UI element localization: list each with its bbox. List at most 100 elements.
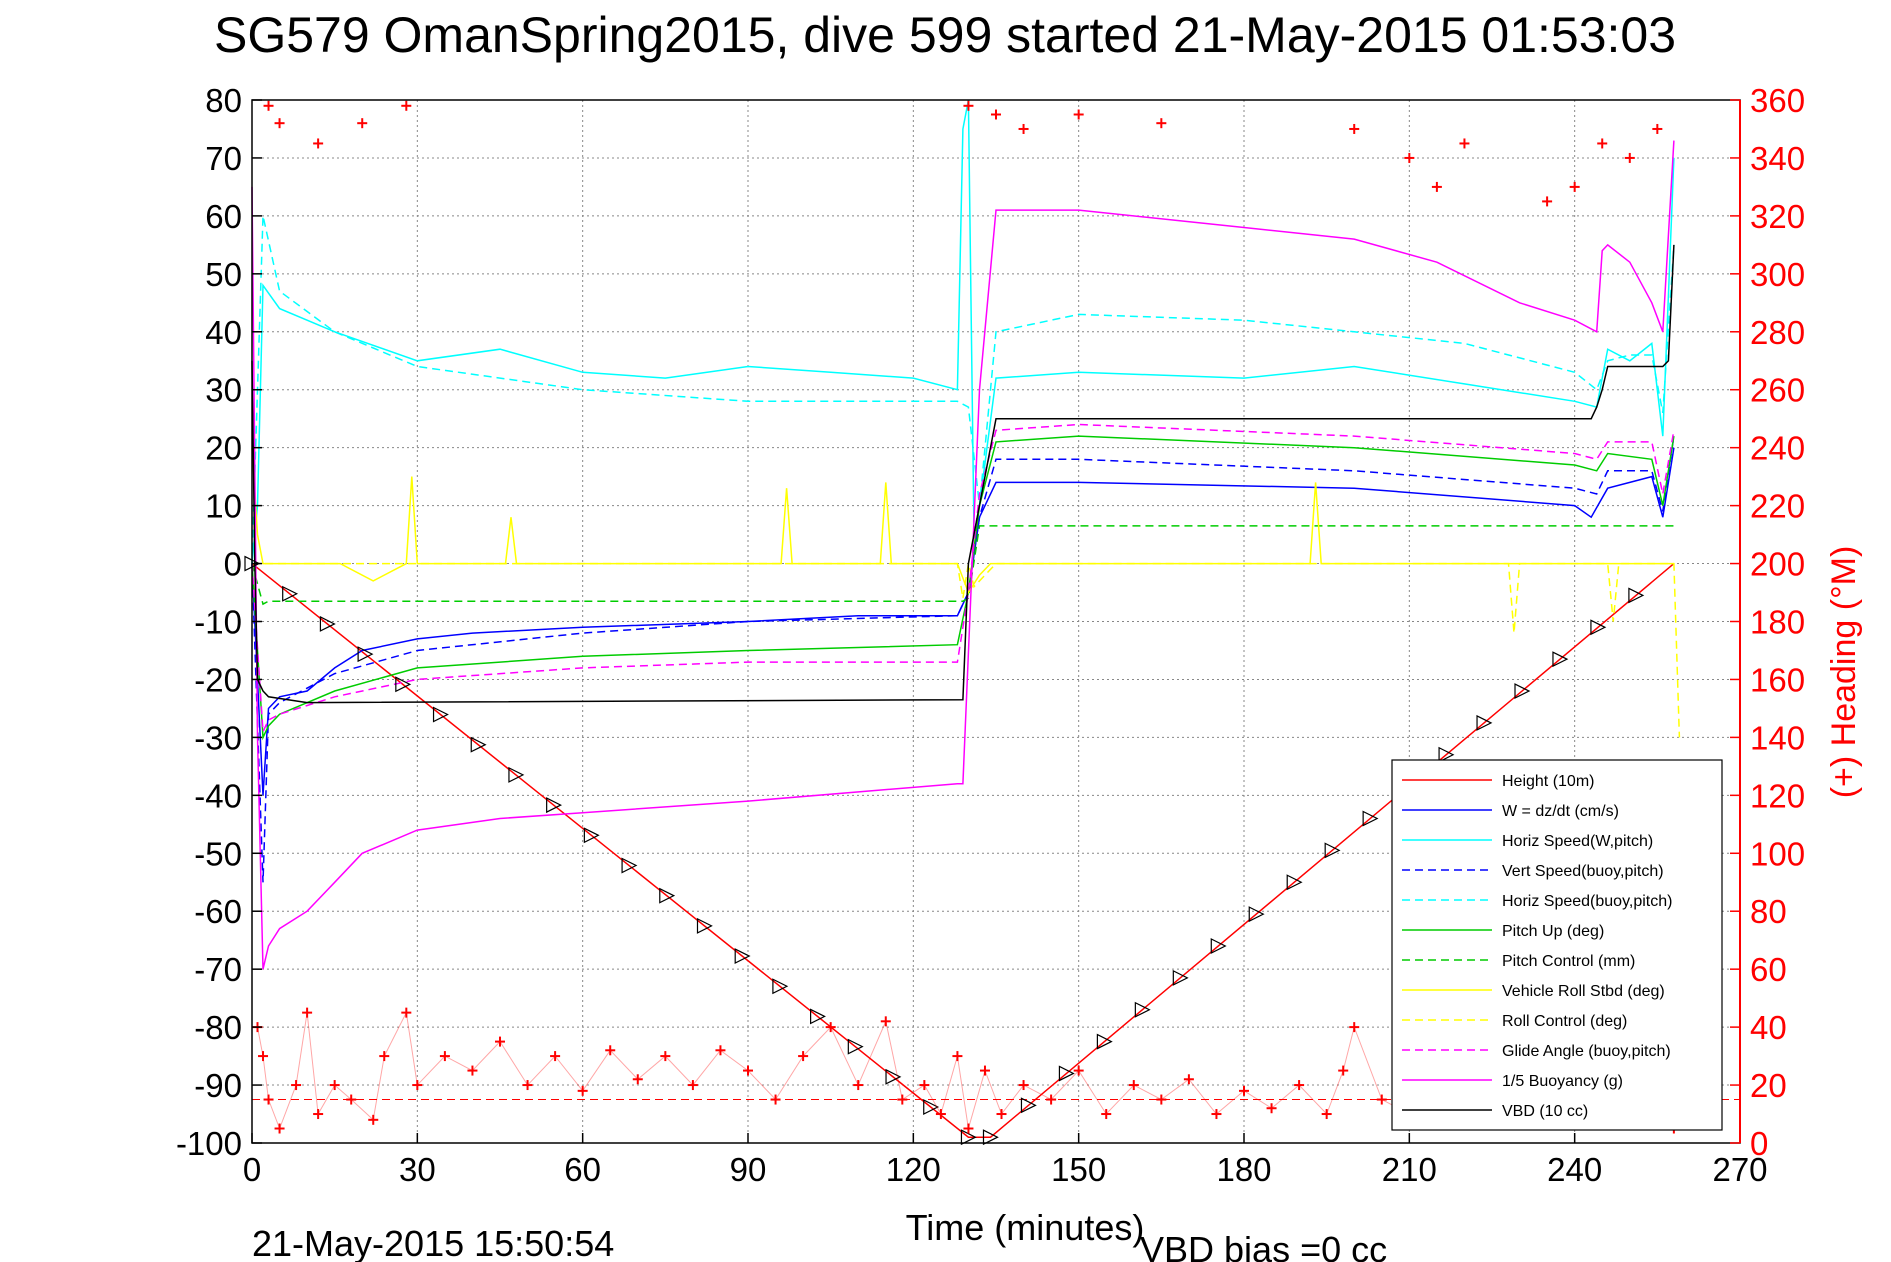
depth-marker [847, 1038, 864, 1055]
heading-marker [550, 1051, 561, 1062]
series-line-6 [251, 525, 1674, 606]
footer-vbd-bias: VBD bias =0 cc [1140, 1229, 1387, 1262]
heading-marker [1239, 1085, 1249, 1096]
depth-marker [1210, 938, 1227, 954]
heading-marker [1046, 1094, 1057, 1105]
y2-tick-label: 20 [1750, 1067, 1787, 1104]
y-tick-label: -10 [194, 604, 242, 641]
heading-marker [1542, 196, 1553, 207]
y2-tick-label: 180 [1750, 604, 1805, 641]
series-line-10 [251, 140, 1675, 970]
heading-marker [660, 1051, 671, 1062]
heading-marker [1156, 118, 1167, 129]
legend-label: VBD (10 cc) [1502, 1103, 1588, 1120]
legend-label: Pitch Up (deg) [1502, 923, 1604, 940]
heading-marker [935, 1109, 946, 1120]
heading-marker [1101, 1109, 1112, 1120]
heading-marker [577, 1085, 588, 1096]
y-tick-label: -100 [176, 1125, 242, 1162]
y2-tick-label: 340 [1750, 140, 1805, 177]
heading-marker [605, 1045, 616, 1056]
heading-marker [379, 1051, 390, 1062]
heading-marker [770, 1094, 781, 1105]
y-tick-label: 10 [205, 488, 242, 525]
y2-tick-label: 80 [1750, 893, 1787, 930]
heading-marker [979, 1065, 990, 1076]
series-line-1 [251, 447, 1675, 796]
depth-marker [621, 857, 638, 874]
heading-marker [1128, 1080, 1139, 1091]
series-line-3 [251, 435, 1675, 883]
heading-marker [302, 1007, 313, 1018]
depth-marker [1248, 906, 1265, 923]
y2-tick-label: 200 [1750, 546, 1805, 583]
legend-label: Horiz Speed(buoy,pitch) [1502, 893, 1672, 910]
heading-marker [439, 1051, 450, 1062]
legend-label: Glide Angle (buoy,pitch) [1502, 1043, 1671, 1060]
x-tick-label: 120 [886, 1151, 941, 1188]
heading-marker [401, 100, 412, 111]
y-tick-label: 70 [205, 140, 242, 177]
x-tick-label: 270 [1712, 1151, 1767, 1188]
heading-marker [715, 1045, 726, 1056]
series-line-8 [252, 562, 1681, 738]
depth-marker [1020, 1097, 1037, 1114]
heading-marker [467, 1065, 478, 1076]
heading-marker [991, 109, 1001, 120]
depth-marker [1096, 1033, 1113, 1050]
heading-marker [1349, 1022, 1360, 1033]
chart-title: SG579 OmanSpring2015, dive 599 started 2… [214, 7, 1676, 63]
y-tick-label: -30 [194, 719, 242, 756]
heading-marker [274, 118, 285, 129]
y2-tick-label: 320 [1750, 198, 1805, 235]
heading-marker [1294, 1080, 1305, 1091]
x-axis-ticks: 0 30 60 90 120 150 180 210 240 270 [243, 1133, 1768, 1188]
heading-marker [1624, 152, 1635, 163]
y2-tick-label: 280 [1750, 314, 1805, 351]
heading-marker [522, 1080, 533, 1091]
heading-marker [1376, 1094, 1387, 1105]
depth-marker [546, 797, 563, 814]
y2-tick-label: 120 [1750, 777, 1805, 814]
x-tick-label: 60 [564, 1151, 601, 1188]
legend-label: 1/5 Buoyancy (g) [1502, 1073, 1623, 1090]
legend: Height (10m) W = dz/dt (cm/s) Horiz Speed(… [1391, 759, 1723, 1131]
footer-timestamp: 21-May-2015 15:50:54 [252, 1223, 614, 1262]
heading-marker [357, 118, 368, 129]
legend-label: Pitch Control (mm) [1502, 953, 1635, 970]
legend-label: Horiz Speed(W,pitch) [1502, 833, 1653, 850]
heading-marker [919, 1080, 930, 1091]
depth-marker [395, 676, 412, 693]
x-tick-label: 180 [1216, 1151, 1271, 1188]
x-tick-label: 240 [1547, 1151, 1602, 1188]
heading-marker [1597, 138, 1608, 149]
heading-marker [687, 1080, 698, 1091]
legend-label: W = dz/dt (cm/s) [1502, 803, 1619, 820]
y2-tick-label: 0 [1750, 1125, 1768, 1162]
heading-marker [263, 100, 274, 111]
heading-marker [313, 1109, 324, 1120]
y-tick-label: 50 [205, 256, 242, 293]
y-tick-label: -20 [194, 661, 242, 698]
heading-marker [880, 1016, 891, 1027]
depth-marker [1362, 810, 1379, 827]
heading-marker [1211, 1109, 1222, 1120]
y2-tick-label: 220 [1750, 488, 1805, 525]
series-line-4 [251, 215, 1675, 564]
heading-marker [263, 1094, 274, 1105]
x-axis-label: Time (minutes) [906, 1207, 1145, 1248]
heading-marker [963, 100, 974, 111]
series-line-9 [251, 423, 1675, 735]
depth-marker [1552, 651, 1569, 668]
y2-tick-label: 140 [1750, 719, 1805, 756]
depth-marker [1134, 1001, 1151, 1018]
y-tick-label: -60 [194, 893, 242, 930]
y2-tick-label: 100 [1750, 835, 1805, 872]
heading-marker [1349, 123, 1360, 134]
depth-marker [470, 736, 487, 753]
heading-marker [897, 1094, 908, 1105]
y2-axis-label: (+) Heading (°M) [1825, 546, 1863, 799]
heading-marker [1321, 1109, 1332, 1120]
legend-box [1391, 759, 1723, 1131]
y2-tick-label: 300 [1750, 256, 1805, 293]
